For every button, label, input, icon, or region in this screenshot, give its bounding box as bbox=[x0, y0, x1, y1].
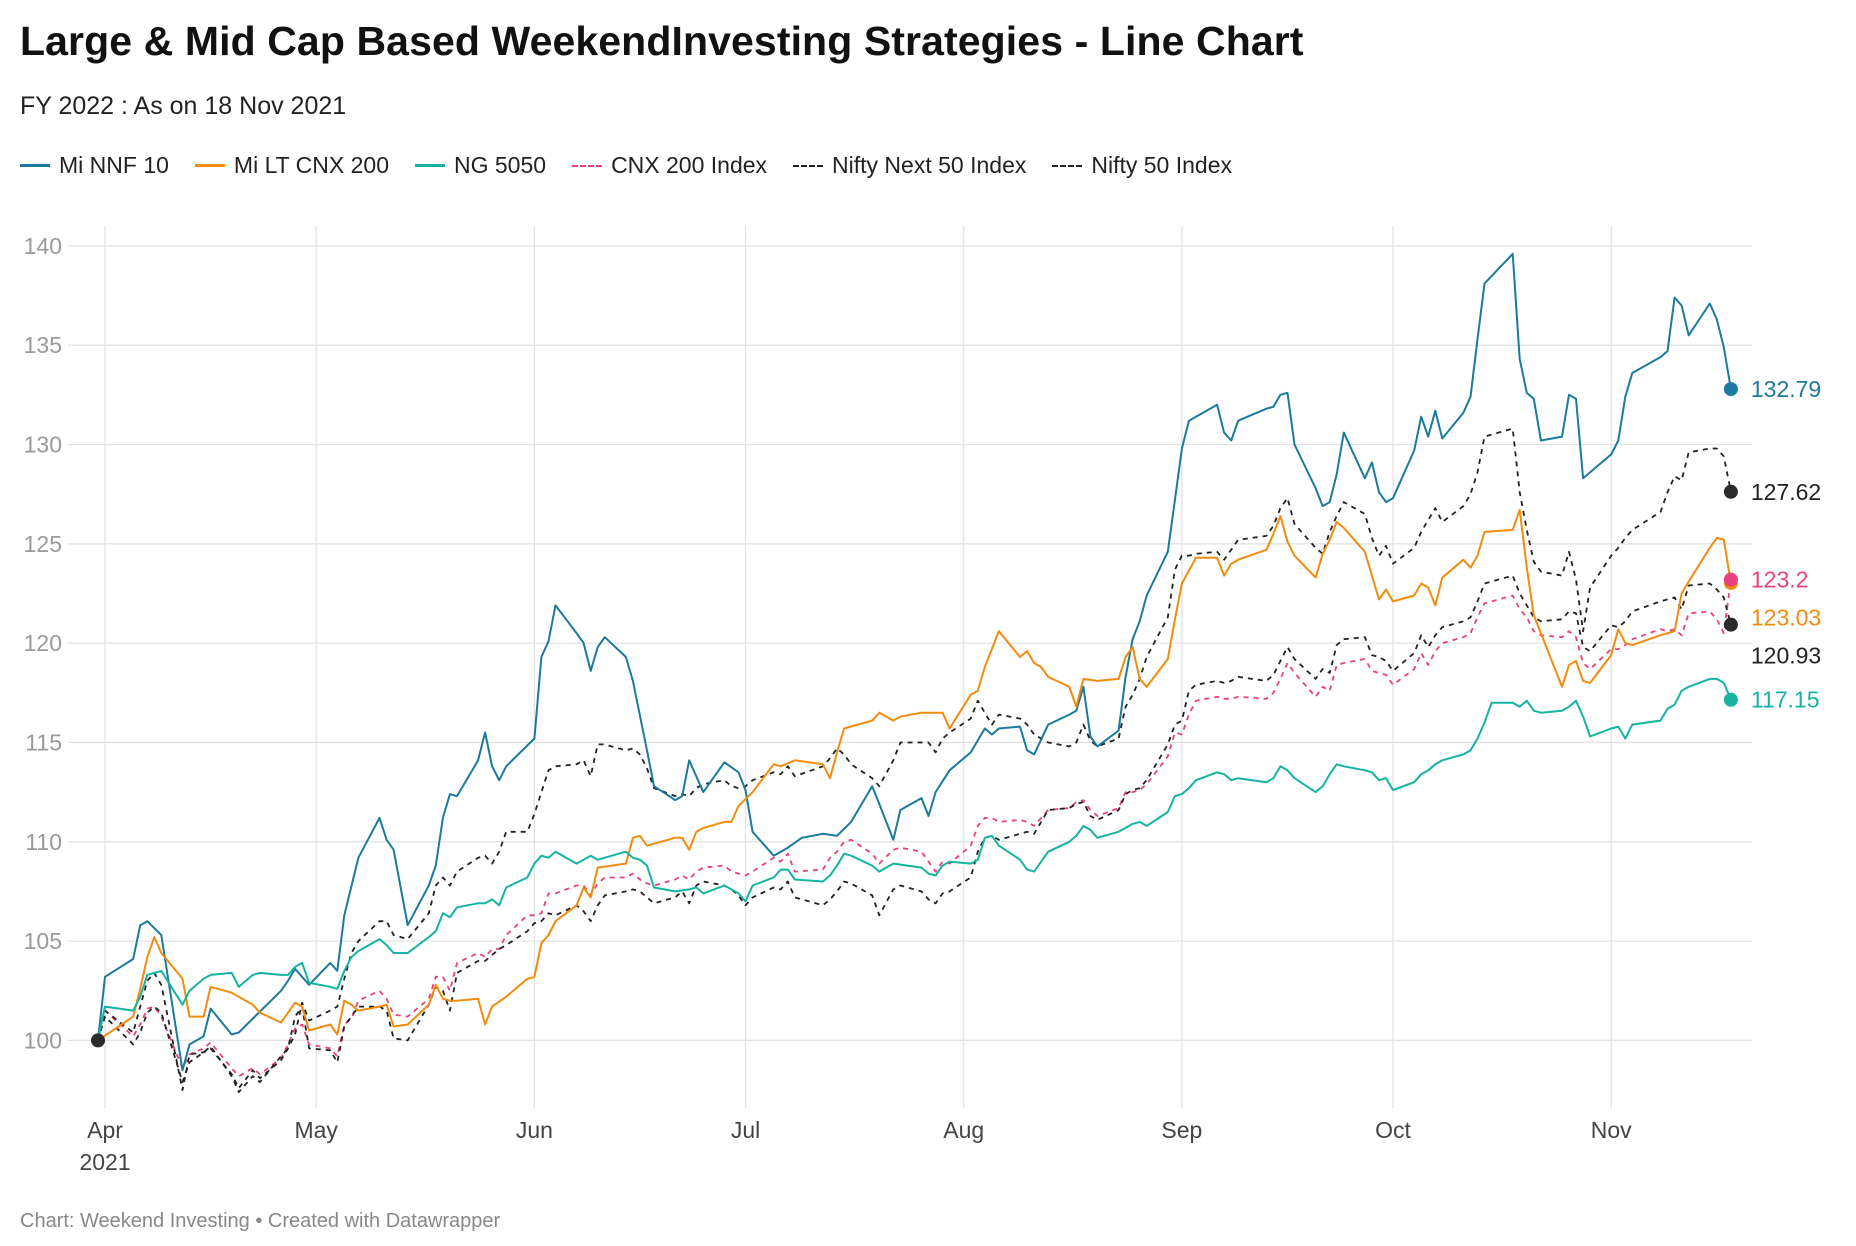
x-tick-label: Apr bbox=[87, 1117, 123, 1143]
y-tick-label: 120 bbox=[24, 630, 62, 656]
legend-label: Mi LT CNX 200 bbox=[233, 152, 389, 178]
y-tick-label: 140 bbox=[24, 233, 62, 259]
series-line-mi-lt-cnx-200 bbox=[97, 509, 1732, 1042]
legend-label: Nifty 50 Index bbox=[1091, 152, 1232, 178]
series-line-nifty-50-index bbox=[97, 574, 1732, 1093]
y-tick-label: 100 bbox=[24, 1027, 62, 1053]
legend-item: Nifty Next 50 Index bbox=[793, 152, 1026, 179]
legend-label: Mi NNF 10 bbox=[59, 152, 169, 178]
legend-item: Mi NNF 10 bbox=[20, 152, 169, 179]
legend-swatch bbox=[793, 164, 824, 167]
y-tick-label: 135 bbox=[24, 332, 62, 358]
chart-subtitle: FY 2022 : As on 18 Nov 2021 bbox=[20, 92, 347, 120]
legend-item: NG 5050 bbox=[415, 152, 546, 179]
legend-item: Nifty 50 Index bbox=[1052, 152, 1232, 179]
end-marker bbox=[1723, 382, 1738, 397]
y-tick-label: 105 bbox=[24, 928, 62, 954]
end-value-label: 127.62 bbox=[1751, 479, 1821, 505]
legend-swatch bbox=[415, 164, 445, 167]
chart-legend: Mi NNF 10 Mi LT CNX 200 NG 5050 CNX 200 Ind… bbox=[20, 152, 1258, 179]
x-tick-label: Aug bbox=[943, 1117, 984, 1143]
end-marker bbox=[1723, 572, 1738, 587]
series-line-nifty-next-50-index bbox=[97, 427, 1732, 1091]
x-tick-label: May bbox=[294, 1117, 338, 1143]
series-line-cnx-200-index bbox=[97, 579, 1732, 1078]
legend-swatch bbox=[1052, 164, 1083, 167]
series-line-mi-nnf-10 bbox=[97, 252, 1732, 1072]
legend-swatch bbox=[20, 164, 50, 167]
end-value-label: 120.93 bbox=[1751, 643, 1821, 669]
legend-item: CNX 200 Index bbox=[572, 152, 767, 179]
legend-label: NG 5050 bbox=[454, 152, 547, 178]
series-line-ng-5050 bbox=[97, 677, 1732, 1041]
legend-label: Nifty Next 50 Index bbox=[832, 152, 1027, 178]
x-tick-label: Sep bbox=[1161, 1117, 1202, 1143]
y-tick-label: 130 bbox=[24, 432, 62, 458]
x-tick-label: Oct bbox=[1375, 1117, 1411, 1143]
end-marker bbox=[1723, 617, 1738, 632]
x-tick-label: Jun bbox=[516, 1117, 553, 1143]
chart-title: Large & Mid Cap Based WeekendInvesting S… bbox=[20, 18, 1304, 64]
legend-item: Mi LT CNX 200 bbox=[194, 152, 389, 179]
x-tick-label: Nov bbox=[1591, 1117, 1632, 1143]
y-tick-label: 110 bbox=[25, 829, 62, 855]
legend-swatch bbox=[572, 164, 603, 167]
end-value-label: 132.79 bbox=[1751, 376, 1821, 402]
chart-footer: Chart: Weekend Investing • Created with … bbox=[20, 1210, 501, 1232]
end-value-label: 117.15 bbox=[1751, 687, 1820, 713]
y-tick-label: 115 bbox=[25, 729, 62, 755]
y-tick-label: 125 bbox=[24, 531, 62, 557]
legend-label: CNX 200 Index bbox=[611, 152, 768, 178]
legend-swatch bbox=[194, 164, 225, 167]
start-marker bbox=[91, 1033, 105, 1048]
end-value-label: 123.2 bbox=[1751, 567, 1809, 593]
end-marker bbox=[1723, 692, 1738, 707]
x-tick-sublabel: 2021 bbox=[79, 1149, 130, 1175]
x-tick-label: Jul bbox=[731, 1117, 760, 1143]
end-value-label: 123.03 bbox=[1751, 605, 1821, 631]
end-marker bbox=[1723, 484, 1738, 499]
